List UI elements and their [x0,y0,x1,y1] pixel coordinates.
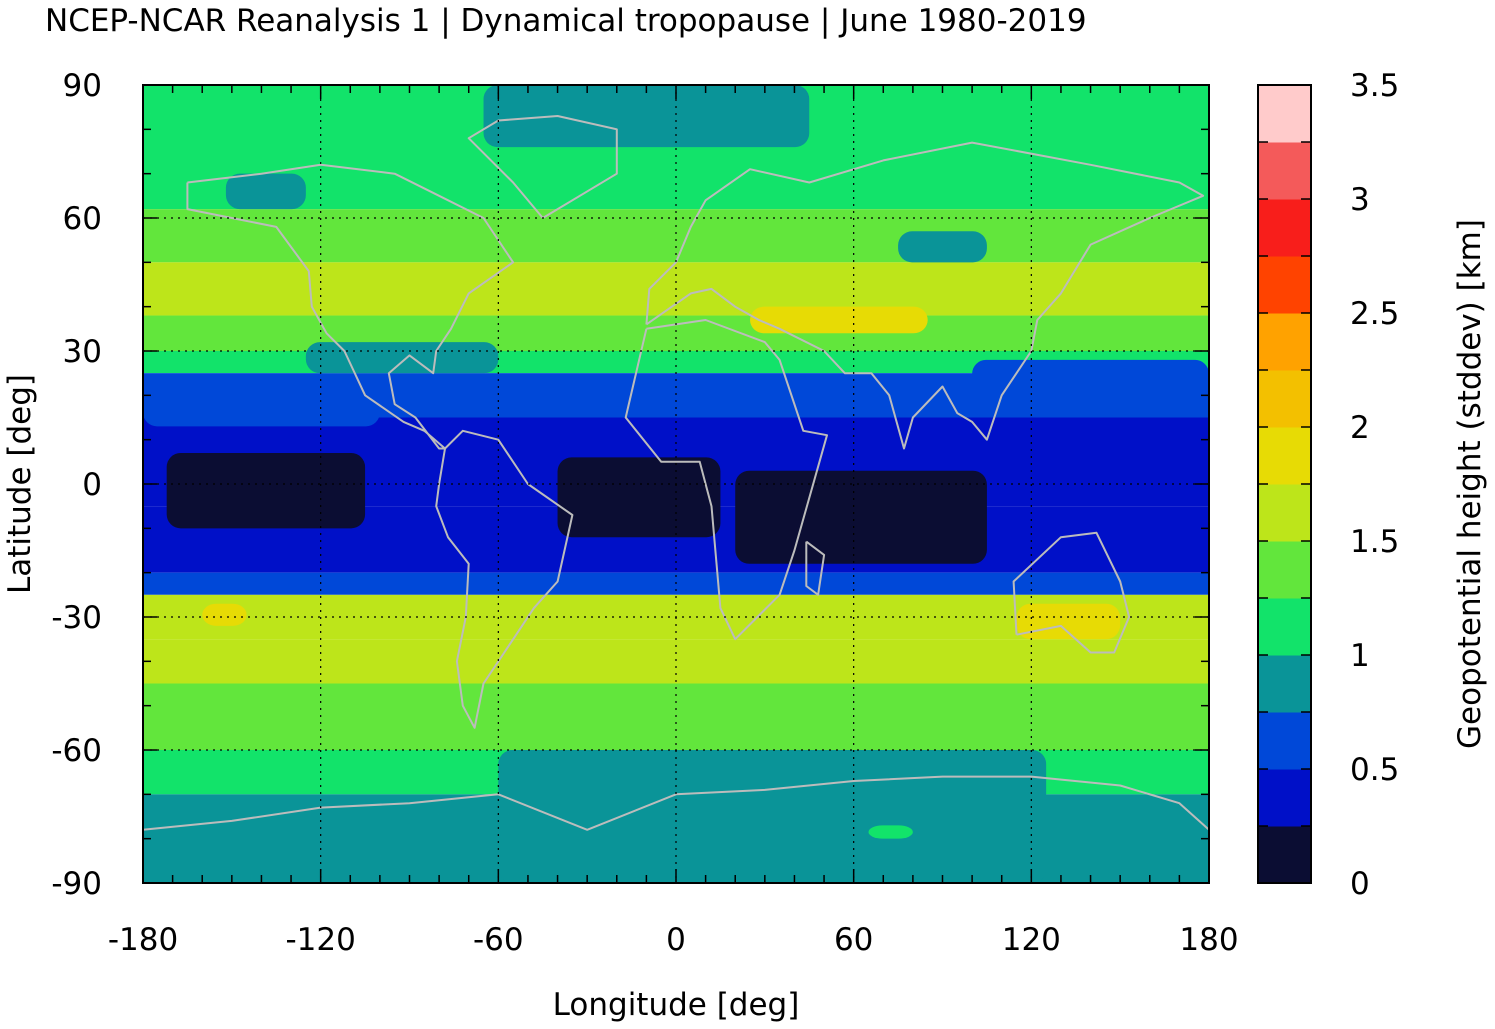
coastline-3 [645,141,1205,450]
anomaly-region-12 [972,359,1209,418]
colorbar-tick-label: 3.5 [1350,68,1399,104]
y-tick-label: 60 [63,201,102,237]
coastline-2 [624,319,828,641]
colorbar-swatch-1 [1258,769,1311,827]
y-tick-label: -30 [51,600,102,636]
colorbar-swatch-4 [1258,598,1311,656]
colorbar-swatch-10 [1258,256,1311,314]
colorbar-swatch-3 [1258,655,1311,713]
grid-lines [143,85,1209,883]
colorbar-tick-label: 2.5 [1350,296,1399,332]
x-tick-label: -60 [473,922,524,958]
colorbar-tick-label: 0.5 [1350,752,1399,788]
x-axis-label: Longitude [deg] [553,987,800,1023]
y-tick-label: 90 [63,68,102,104]
y-tick-labels: 90 60 30 0 -30 -60 -90 [51,68,102,902]
anomaly-region-2 [735,470,987,564]
coastline-0 [186,163,515,450]
colorbar-label: Geopotential height (stddev) [km] [1452,219,1488,749]
anomaly-region-7 [750,306,928,334]
anomaly-region-0 [166,452,366,529]
coastline-7 [805,540,826,596]
zonal-band-1 [143,151,1209,210]
colorbar-swatch-8 [1258,370,1311,428]
y-tick-label: -60 [51,733,102,769]
anomaly-region-1 [557,457,721,538]
colorbar-swatch-13 [1258,85,1311,143]
colorbar-tick-labels: 0 0.5 1 1.5 2 2.5 3 3.5 [1350,68,1399,902]
minor-ticks [142,84,1210,884]
anomaly-region-13 [143,395,380,427]
y-tick-label: -90 [51,866,102,902]
colorbar-swatch-11 [1258,199,1311,257]
coastline-5 [142,775,1210,884]
colorbar-tick-label: 1.5 [1350,524,1399,560]
y-tick-label: 0 [82,467,102,503]
y-axis-label: Latitude [deg] [2,374,38,594]
anomaly-region-3 [225,173,306,210]
colorbar-tick-label: 2 [1350,410,1370,446]
colorbar-swatch-12 [1258,142,1311,200]
colorbar-swatch-2 [1258,712,1311,770]
colorbar-tick-label: 0 [1350,866,1370,902]
coastlines [142,115,1210,884]
anomaly-region-9 [202,603,247,626]
coastline-4 [1012,531,1131,654]
coastline-6 [467,115,618,219]
chart-title: NCEP-NCAR Reanalysis 1 | Dynamical tropo… [45,3,1087,39]
anomaly-region-5 [898,231,987,263]
colorbar-tick-label: 3 [1350,182,1370,218]
colorbar [1257,84,1312,884]
x-tick-label: -180 [108,922,178,958]
x-tick-label: 60 [834,922,873,958]
colorbar-swatch-7 [1258,427,1311,485]
colorbar-swatch-9 [1258,313,1311,371]
coastline-1 [435,429,574,729]
x-tick-label: 120 [1002,922,1061,958]
anomaly-region-11 [868,825,913,839]
anomaly-region-4 [483,85,810,148]
colorbar-swatch-5 [1258,541,1311,599]
x-tick-label: 180 [1179,922,1238,958]
colorbar-swatch-6 [1258,484,1311,542]
colorbar-swatch-0 [1258,826,1311,884]
y-tick-label: 30 [63,334,102,370]
colorbar-tick-label: 1 [1350,638,1370,674]
anomaly-region-6 [305,342,499,374]
x-tick-label: -120 [285,922,355,958]
x-tick-label: 0 [666,922,686,958]
anomaly-region-10 [498,750,1047,883]
x-tick-labels: -180 -120 -60 0 60 120 180 [108,922,1239,958]
